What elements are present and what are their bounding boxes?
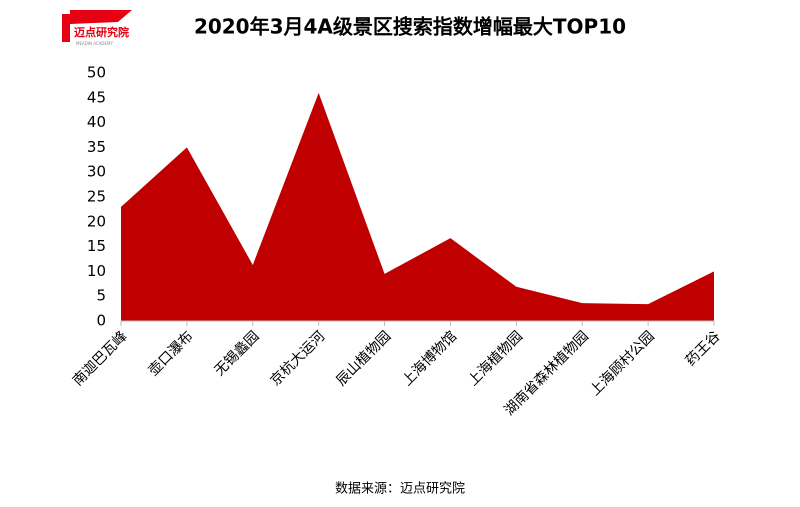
source-note: 数据来源：迈点研究院 — [335, 482, 465, 497]
y-tick-label: 0 — [96, 312, 106, 330]
logo-flag — [70, 10, 132, 24]
y-tick-label: 5 — [96, 287, 106, 305]
y-tick-label: 25 — [87, 188, 106, 206]
x-tick-label: 上海植物园 — [465, 328, 526, 389]
x-tick-label: 辰山植物园 — [333, 328, 394, 389]
y-tick-label: 20 — [87, 212, 106, 230]
y-tick-label: 35 — [87, 138, 106, 156]
x-tick-label: 无锡蠡园 — [211, 328, 263, 380]
y-tick-label: 45 — [87, 88, 106, 106]
logo-tower — [62, 14, 70, 42]
y-tick-label: 15 — [87, 237, 106, 255]
x-tick-label: 药王谷 — [683, 328, 724, 369]
y-tick-label: 10 — [87, 262, 106, 280]
y-tick-label: 40 — [87, 113, 106, 131]
x-tick-label: 壶口瀑布 — [146, 328, 197, 379]
x-tick-label: 南迦巴瓦峰 — [70, 328, 131, 389]
logo-text: 迈点研究院 — [74, 25, 129, 39]
chart-title: 2020年3月4A级景区搜索指数增幅最大TOP10 — [194, 15, 626, 39]
x-tick-label: 上海博物馆 — [399, 328, 461, 390]
logo: 迈点研究院 MEADIN ACADEMY — [62, 10, 132, 46]
y-tick-label: 50 — [87, 64, 106, 82]
y-tick-label: 30 — [87, 163, 106, 181]
x-tick-label: 京杭大运河 — [268, 328, 329, 389]
area — [121, 92, 714, 321]
x-tick-label: 上海顾村公园 — [587, 328, 658, 399]
logo-tagline: MEADIN ACADEMY — [76, 41, 113, 46]
